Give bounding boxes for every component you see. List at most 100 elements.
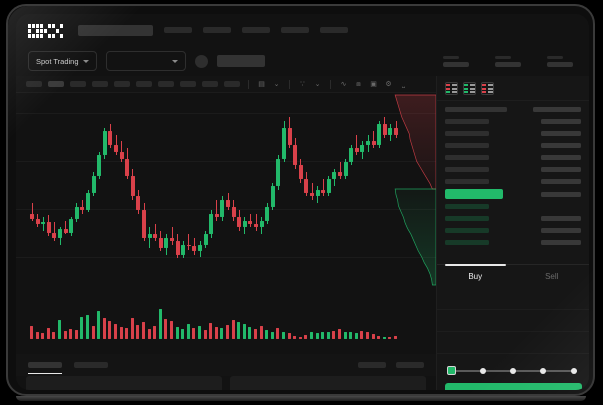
volume-bar <box>46 327 50 339</box>
orderbook-ask-row[interactable] <box>445 177 581 186</box>
ask-price <box>445 119 489 124</box>
volume-bar <box>394 336 397 339</box>
orderbook-bid-row[interactable] <box>445 214 581 223</box>
volume-bar <box>186 324 190 339</box>
amount-slider[interactable] <box>447 365 580 377</box>
orderbook-last-price-row <box>445 189 581 199</box>
bid-price <box>445 228 489 233</box>
orders-tab-actions <box>358 362 424 368</box>
okx-logo[interactable] <box>28 23 67 38</box>
orders-card-right[interactable] <box>230 376 426 390</box>
volume-bar <box>242 324 246 339</box>
settings-icon[interactable]: ⚙ <box>385 80 392 88</box>
timeframe-button[interactable] <box>224 81 240 87</box>
toolbar-divider <box>330 79 331 89</box>
price-chart[interactable] <box>16 93 436 287</box>
orderbook-ask-row[interactable] <box>445 165 581 174</box>
orderbook-asks-icon[interactable] <box>481 82 494 95</box>
timeframe-button[interactable] <box>158 81 174 87</box>
nav-item-5[interactable] <box>281 27 309 33</box>
market-stat <box>495 55 521 67</box>
chevron-down-icon[interactable]: ⌄ <box>314 80 321 88</box>
orders-tab-strip <box>16 354 436 376</box>
timeframe-button[interactable] <box>114 81 130 87</box>
ask-amount <box>541 143 581 148</box>
volume-bar <box>119 326 123 339</box>
order-total-field[interactable] <box>437 332 589 354</box>
volume-bar <box>254 328 257 339</box>
timeframe-button[interactable] <box>136 81 152 87</box>
orderbook-ask-row[interactable] <box>445 117 581 126</box>
camera-icon[interactable]: ▣ <box>370 80 377 88</box>
volume-bar <box>164 319 168 339</box>
chevron-down-icon <box>171 59 178 63</box>
market-stats <box>443 55 577 67</box>
orders-card-left[interactable] <box>26 376 222 390</box>
nav-item-2[interactable] <box>164 27 192 33</box>
ruler-icon[interactable]: ⧈ <box>356 80 361 88</box>
orderbook-bid-row[interactable] <box>445 226 581 235</box>
orderbook-ask-row[interactable] <box>445 141 581 150</box>
volume-bar <box>349 332 353 339</box>
pair-select[interactable] <box>105 51 186 71</box>
volume-bar <box>209 323 213 339</box>
tab-sell[interactable]: Sell <box>514 265 590 288</box>
bid-amount <box>541 216 581 221</box>
orders-action-2[interactable] <box>396 362 424 368</box>
nav-item-active[interactable] <box>78 24 153 36</box>
orderbook-ask-row[interactable] <box>445 153 581 162</box>
timeframe-button[interactable] <box>26 81 42 87</box>
tab-order-history[interactable] <box>74 354 108 376</box>
orderbook-bid-row[interactable] <box>445 238 581 247</box>
slider-stop-25[interactable] <box>480 367 486 374</box>
slider-stop-50[interactable] <box>510 367 516 374</box>
volume-bar <box>326 332 330 339</box>
app-header <box>16 14 589 46</box>
chevron-down-icon[interactable]: ⌄ <box>273 80 280 88</box>
orderbook-rows <box>437 101 589 247</box>
tab-buy[interactable]: Buy <box>437 264 514 288</box>
orderbook-bid-row[interactable] <box>445 202 581 211</box>
slider-stop-75[interactable] <box>540 367 546 374</box>
orderbook-ask-row[interactable] <box>445 129 581 138</box>
slider-stop-100[interactable] <box>571 367 577 374</box>
okx-logo-k <box>40 23 51 38</box>
orderbook-both-icon[interactable] <box>445 82 458 95</box>
volume-chart[interactable] <box>16 299 436 349</box>
tab-open-orders[interactable] <box>28 354 62 376</box>
toolbar-divider <box>248 79 249 89</box>
volume-bar <box>136 324 140 339</box>
nav-item-4[interactable] <box>242 27 270 33</box>
slider-handle[interactable] <box>447 366 456 375</box>
candlestick-icon[interactable]: ▤ <box>258 80 265 88</box>
volume-bar <box>354 333 358 339</box>
indicator-icon[interactable]: ∵ <box>300 80 305 88</box>
volume-bar <box>192 327 196 339</box>
market-type-label: Spot Trading <box>36 56 79 66</box>
orderbook-bids-icon[interactable] <box>463 82 476 95</box>
orders-action-1[interactable] <box>358 362 386 368</box>
volume-bar <box>287 333 291 339</box>
timeframe-button-selected[interactable] <box>48 81 64 87</box>
tab-label <box>74 362 108 368</box>
volume-bar <box>276 327 280 339</box>
timeframe-button[interactable] <box>70 81 86 87</box>
trade-form-fields <box>437 288 589 354</box>
line-wave-icon[interactable]: ∿ <box>340 80 347 88</box>
timeframe-button[interactable] <box>180 81 196 87</box>
nav-item-6[interactable] <box>320 27 348 33</box>
order-price-field[interactable] <box>437 288 589 310</box>
timeframe-button[interactable] <box>92 81 108 87</box>
bid-amount <box>541 228 581 233</box>
volume-bar <box>63 330 67 339</box>
submit-buy-button[interactable] <box>445 383 582 390</box>
toolbar-divider <box>289 79 290 89</box>
volume-bar <box>366 331 369 339</box>
market-type-dropdown[interactable]: Spot Trading <box>28 51 97 71</box>
volume-bar <box>248 326 252 339</box>
timeframe-button[interactable] <box>202 81 218 87</box>
nav-item-3[interactable] <box>203 27 231 33</box>
order-amount-field[interactable] <box>437 310 589 332</box>
fullscreen-icon[interactable]: ⎵ <box>402 80 405 88</box>
